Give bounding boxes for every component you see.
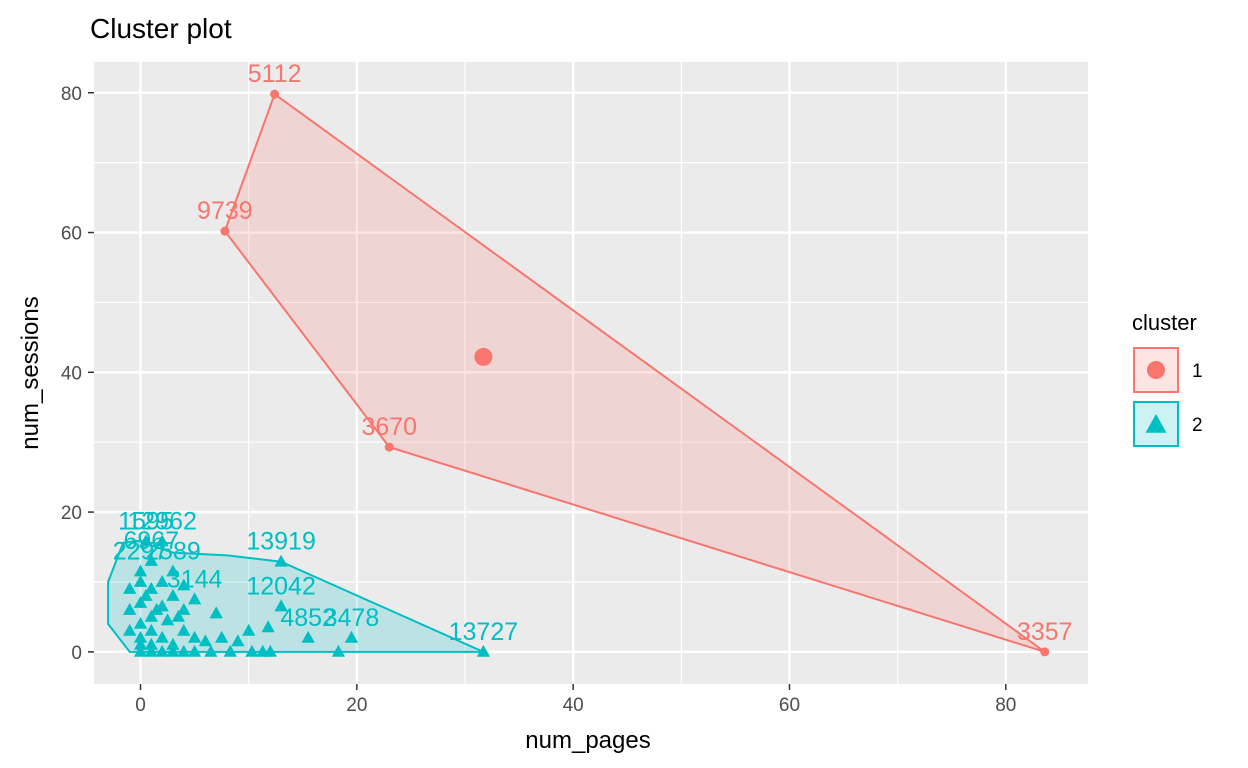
cluster-centers <box>474 347 493 366</box>
cluster-2-hull <box>107 539 484 653</box>
cluster-2-point <box>214 630 229 643</box>
cluster-2-point <box>123 581 137 594</box>
chart-title: Cluster plot <box>90 13 232 44</box>
x-tick-label: 60 <box>779 695 800 716</box>
cluster-2-point <box>139 534 153 547</box>
cluster-2-point <box>155 534 169 547</box>
cluster-hulls <box>107 92 1046 653</box>
cluster-2-point-label: 3478 <box>324 604 380 632</box>
cluster-1-point-label: 9739 <box>197 197 253 225</box>
cluster-1-point-label: 3357 <box>1017 618 1073 646</box>
cluster-2-point <box>171 609 186 622</box>
cluster-2-point <box>177 644 191 657</box>
y-tick-label: 60 <box>61 224 82 245</box>
cluster-2-point <box>144 644 158 657</box>
cluster-2-point <box>123 602 137 615</box>
legend-label-1: 1 <box>1192 361 1203 382</box>
cluster-2-point <box>177 602 191 615</box>
cluster-2-point <box>231 634 245 647</box>
cluster-2-point <box>133 595 148 608</box>
axes: 0 20 40 60 80 0 20 40 60 80 <box>61 84 1017 716</box>
cluster-2-point <box>204 644 218 657</box>
cluster-2-point-label: 13727 <box>449 618 519 646</box>
cluster-2-point-label: 1595 <box>118 507 174 535</box>
cluster-2-point-label: 12962 <box>127 507 197 535</box>
cluster-2-point <box>187 592 202 605</box>
legend-key-2-marker <box>1145 414 1167 433</box>
cluster-2-point-label: 13919 <box>246 528 316 556</box>
legend-title: cluster <box>1132 310 1197 335</box>
x-axis-label: num_pages <box>525 727 650 754</box>
cluster-2-point <box>209 606 223 619</box>
cluster-1-point <box>1040 647 1050 657</box>
y-tick-label: 80 <box>61 84 82 105</box>
cluster-1-point <box>270 89 280 99</box>
y-tick-label: 40 <box>61 363 82 384</box>
cluster-2-point <box>274 599 288 612</box>
cluster-2-point <box>144 623 158 636</box>
cluster-2-point <box>274 554 288 567</box>
cluster-2-point <box>144 637 158 650</box>
cluster-2-point <box>245 644 259 657</box>
cluster-2-point <box>476 644 491 657</box>
cluster-2-point <box>177 578 191 591</box>
cluster-2-point-label: 3144 <box>167 565 223 593</box>
cluster-2-point <box>331 644 346 657</box>
cluster-2-point <box>256 644 270 657</box>
cluster-2-point <box>177 623 191 636</box>
cluster-2-point <box>344 630 359 643</box>
cluster-2-point <box>144 609 158 622</box>
x-tick-label: 20 <box>346 695 367 716</box>
cluster-2-point <box>155 574 169 587</box>
cluster-2-point <box>155 630 169 643</box>
cluster-2-point <box>150 602 164 615</box>
cluster-2-point <box>133 637 148 650</box>
y-axis-label: num_sessions <box>17 296 44 449</box>
cluster-2-point <box>144 553 158 566</box>
cluster-2-point <box>187 630 202 643</box>
cluster-1-point-label: 5112 <box>248 60 302 88</box>
cluster-2-point <box>144 581 158 594</box>
cluster-2-point <box>155 644 169 657</box>
cluster-2-point <box>166 588 180 601</box>
cluster-2-point-label: 6967 <box>124 527 180 555</box>
cluster-2-point <box>187 644 202 657</box>
x-tick-label: 0 <box>135 695 146 716</box>
cluster-2-point-label: 4852 <box>280 604 336 632</box>
cluster-2-point <box>133 574 148 587</box>
cluster-2-point-label: 2297 <box>113 537 169 565</box>
legend-label-2: 2 <box>1192 415 1203 436</box>
cluster-1-center <box>474 347 493 366</box>
cluster-2-point <box>160 613 175 626</box>
major-gridlines <box>94 62 1088 684</box>
x-tick-label: 80 <box>995 695 1016 716</box>
legend: cluster 1 2 <box>1132 310 1203 447</box>
cluster-2-point <box>133 564 148 577</box>
cluster-1-point-label: 3670 <box>361 413 417 441</box>
cluster-2-point <box>166 637 180 650</box>
y-tick-label: 0 <box>71 643 82 664</box>
cluster-2-point <box>133 644 148 657</box>
data-points <box>123 89 1050 657</box>
cluster-2-point <box>133 616 148 629</box>
cluster-2-point <box>198 634 213 647</box>
cluster-2-point <box>166 644 180 657</box>
cluster-1-point <box>220 226 230 236</box>
cluster-2-point <box>261 620 275 633</box>
x-tick-label: 40 <box>563 695 584 716</box>
legend-key-1-marker <box>1147 361 1165 379</box>
cluster-2-point <box>301 630 315 643</box>
cluster-2-point-label: 2589 <box>145 537 201 565</box>
cluster-2-point <box>166 564 180 577</box>
cluster-2-point <box>123 623 137 636</box>
cluster-2-point <box>242 623 256 636</box>
y-tick-label: 20 <box>61 503 82 524</box>
cluster-2-point-label: 12042 <box>246 572 316 600</box>
cluster-2-point <box>133 630 148 643</box>
cluster-2-point <box>223 644 237 657</box>
cluster-1-point <box>384 442 394 452</box>
cluster-2-point <box>139 588 153 601</box>
